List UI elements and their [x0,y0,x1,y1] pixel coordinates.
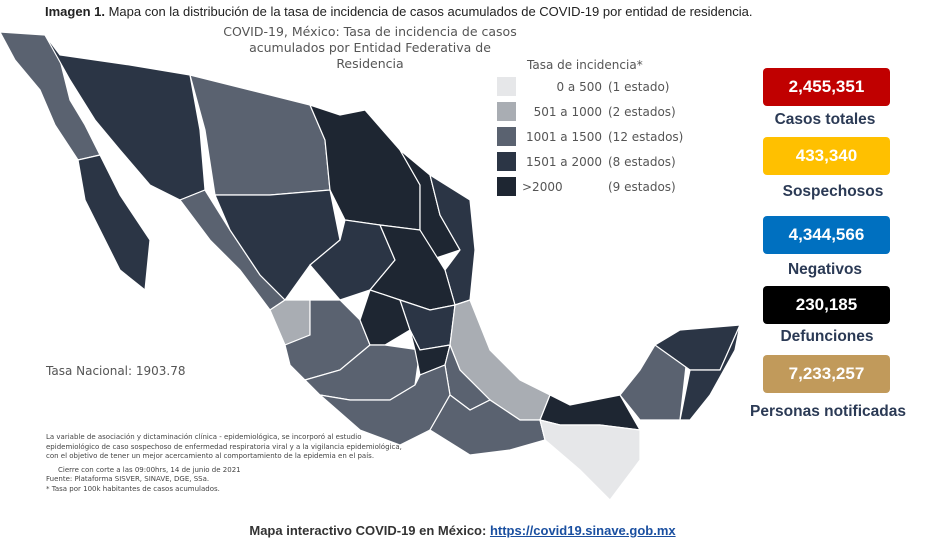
legend-item: >2000 (9 estados) [497,174,683,199]
legend-swatch [497,177,516,196]
legend-item: 501 a 1000 (2 estados) [497,99,683,124]
mexico-map [0,31,741,501]
figure-caption: Imagen 1. Mapa con la distribución de la… [45,4,752,19]
map-title-line1: COVID-19, México: Tasa de incidencia de … [223,24,517,39]
map-title-line2: acumulados por Entidad Federativa de Res… [249,40,491,71]
state-quintana-roo[interactable] [679,324,741,421]
stat-personas-notificadas-value: 7,233,257 [763,355,890,393]
legend-swatch [497,77,516,96]
note-line: La variable de asociación y dictaminació… [46,433,362,441]
legend-range: 1501 a 2000 [525,154,602,169]
map-legend: Tasa de incidencia* 0 a 500 (1 estado) 50… [497,58,683,199]
stat-defunciones-label: Defunciones [780,328,874,345]
legend-title: Tasa de incidencia* [527,58,643,72]
stat-negativos-value: 4,344,566 [763,216,890,254]
stat-casos-totales-value: 2,455,351 [763,68,890,106]
legend-range: >2000 [522,179,563,194]
legend-count: (9 estados) [608,179,676,194]
legend-count: (12 estados) [608,129,684,144]
stat-personas-notificadas-label: Personas notificadas [750,403,906,420]
legend-swatch [497,102,516,121]
note-line: epidemiológico de caso sospechoso de enf… [46,442,402,451]
footer-text: Mapa interactivo COVID-19 en México: [249,523,490,538]
legend-count: (8 estados) [608,154,676,169]
legend-swatch [497,127,516,146]
stat-sospechosos-label: Sospechosos [782,183,884,200]
legend-item: 0 a 500 (1 estado) [497,74,683,99]
legend-count: (2 estados) [608,104,676,119]
state-baja-california-sur[interactable] [77,154,151,292]
caption-text: Mapa con la distribución de la tasa de i… [104,4,753,19]
legend-count: (1 estado) [608,79,670,94]
note-cutoff: Cierre con corte a las 09:00hrs, 14 de j… [58,465,241,474]
note-source: Fuente: Plataforma SISVER, SINAVE, DGE, … [46,475,210,483]
legend-item: 1501 a 2000 (8 estados) [497,149,683,174]
caption-label: Imagen 1. [45,4,105,19]
state-chihuahua[interactable] [189,74,331,196]
stat-sospechosos-value: 433,340 [763,137,890,175]
stat-defunciones-value: 230,185 [763,286,890,324]
state-oaxaca[interactable] [429,394,546,456]
stat-negativos-label: Negativos [787,261,863,278]
note-rate: * Tasa por 100k habitantes de casos acum… [46,484,220,493]
stat-casos-totales-label: Casos totales [774,111,876,128]
state-chiapas[interactable] [539,419,641,501]
map-title: COVID-19, México: Tasa de incidencia de … [215,24,525,72]
legend-range: 501 a 1000 [533,104,602,119]
national-rate: Tasa Nacional: 1903.78 [46,364,186,378]
note-line: con el objetivo de tener un mejor acerca… [46,452,375,460]
legend-range: 0 a 500 [556,79,602,94]
footer-link[interactable]: https://covid19.sinave.gob.mx [489,523,676,538]
legend-range: 1001 a 1500 [525,129,602,144]
footer: Mapa interactivo COVID-19 en México: htt… [0,523,925,538]
legend-item: 1001 a 1500 (12 estados) [497,124,683,149]
legend-swatch [497,152,516,171]
state-guerrero[interactable] [318,364,451,446]
map-notes: La variable de asociación y dictaminació… [46,433,402,494]
